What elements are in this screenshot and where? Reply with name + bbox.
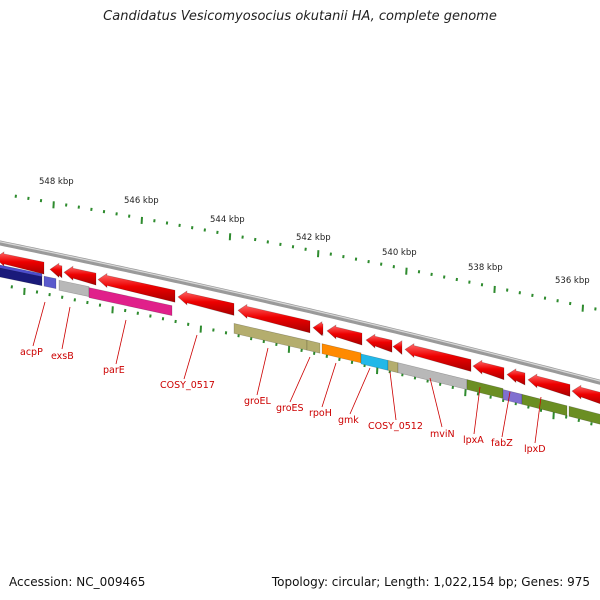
gene-leader-line bbox=[389, 371, 397, 421]
gene-leader-line bbox=[473, 386, 481, 435]
gene-label: mviN bbox=[430, 429, 455, 440]
forward-gene-box bbox=[58, 279, 90, 297]
gene-label: lpxD bbox=[524, 444, 546, 455]
gene-leader-line bbox=[501, 391, 511, 438]
gene-leader-line bbox=[183, 334, 198, 380]
reverse-gene-arrow bbox=[506, 368, 526, 386]
scale-ticks: 548 kbp 546 kbp 544 kbp 542 kbp 540 kbp 538 k… bbox=[10, 177, 597, 426]
reverse-gene-arrow bbox=[571, 384, 600, 405]
reverse-gene-arrow bbox=[63, 265, 97, 286]
backbone-layer bbox=[0, 240, 600, 385]
reverse-gene-arrow bbox=[527, 373, 571, 397]
gene-labels: acpP exsB parE COSY_0517 groEL groES rpoH gmk CO… bbox=[20, 301, 546, 455]
reverse-gene-arrow bbox=[177, 290, 235, 316]
reverse-gene-arrow bbox=[237, 303, 311, 334]
forward-gene-box bbox=[568, 405, 600, 425]
gene-label: parE bbox=[103, 365, 125, 376]
scale-label: 540 kbp bbox=[382, 248, 417, 258]
reverse-gene-arrow bbox=[326, 324, 363, 346]
gene-label: fabZ bbox=[491, 438, 513, 449]
forward-gene-box bbox=[502, 389, 523, 405]
gene-label: acpP bbox=[20, 347, 43, 358]
scale-label: 542 kbp bbox=[296, 233, 331, 243]
reverse-gene-arrow bbox=[365, 333, 393, 353]
scale-label: 546 kbp bbox=[124, 196, 159, 206]
reverse-gene-arrow bbox=[0, 251, 45, 275]
forward-gene-box bbox=[43, 275, 57, 289]
gene-leader-line bbox=[321, 362, 337, 408]
reverse-gene-arrow bbox=[404, 343, 472, 372]
gene-features bbox=[0, 251, 600, 425]
forward-gene-box bbox=[521, 393, 568, 417]
forward-gene-box bbox=[88, 287, 173, 316]
gene-leader-line bbox=[256, 347, 269, 396]
scale-label: 548 kbp bbox=[39, 177, 74, 187]
gene-label: lpxA bbox=[463, 435, 484, 446]
reverse-gene-arrow bbox=[392, 340, 403, 356]
gene-leader-line bbox=[289, 356, 311, 403]
forward-gene-strip bbox=[0, 264, 43, 278]
scale-label: 538 kbp bbox=[468, 263, 503, 273]
gene-leader-line bbox=[534, 396, 542, 444]
forward-gene-box bbox=[321, 343, 362, 364]
scale-label: 536 kbp bbox=[555, 276, 590, 286]
gene-label: COSY_0517 bbox=[160, 380, 215, 391]
gene-label: exsB bbox=[51, 351, 74, 362]
gene-leader-line bbox=[32, 301, 46, 347]
gene-label: COSY_0512 bbox=[368, 421, 423, 432]
gene-leader-line bbox=[115, 319, 127, 365]
forward-gene-box bbox=[466, 379, 504, 399]
genome-title: Candidatus Vesicomyosocius okutanii HA, … bbox=[103, 9, 497, 24]
reverse-gene-arrow bbox=[312, 321, 324, 337]
gene-leader-line bbox=[349, 367, 371, 415]
gene-label: rpoH bbox=[309, 408, 332, 419]
gene-leader-line bbox=[429, 377, 443, 428]
gene-label: gmk bbox=[338, 415, 359, 426]
gene-label: groES bbox=[276, 403, 304, 414]
scale-label: 544 kbp bbox=[210, 215, 245, 225]
reverse-gene-arrow bbox=[49, 262, 63, 279]
forward-gene-box bbox=[306, 339, 321, 354]
forward-gene-box bbox=[387, 359, 399, 374]
genome-summary: Topology: circular; Length: 1,022,154 bp… bbox=[271, 575, 590, 589]
accession-text: Accession: NC_009465 bbox=[9, 575, 146, 589]
gene-leader-line bbox=[61, 306, 71, 350]
gene-label: groEL bbox=[244, 396, 272, 407]
forward-gene-box bbox=[360, 353, 389, 371]
backbone-highlight bbox=[0, 241, 600, 382]
backbone-outer bbox=[0, 240, 600, 385]
reverse-gene-arrow bbox=[472, 359, 505, 381]
reverse-gene-arrow bbox=[97, 272, 176, 303]
